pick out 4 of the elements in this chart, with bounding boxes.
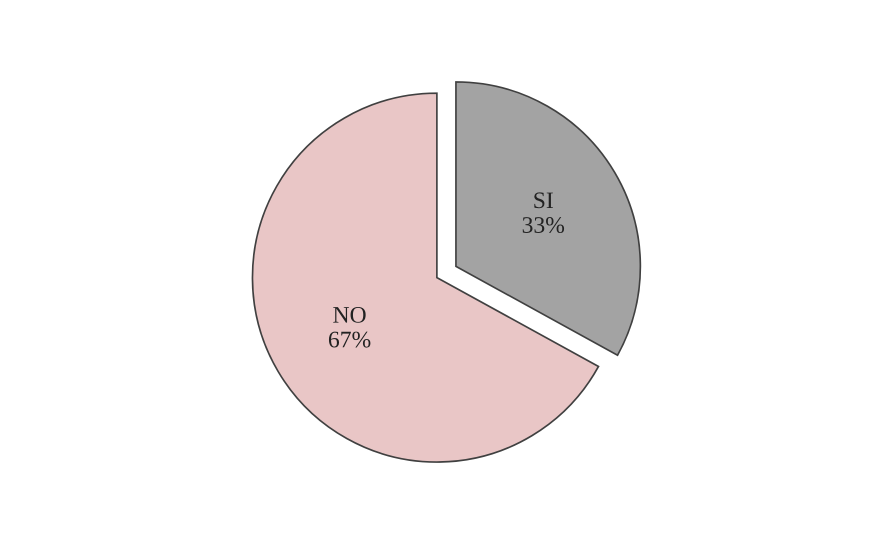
slice-label: SI <box>534 192 553 208</box>
data-label: 67% <box>328 332 370 348</box>
data-label: 33% <box>522 217 564 234</box>
slice-label: NO <box>333 306 366 323</box>
